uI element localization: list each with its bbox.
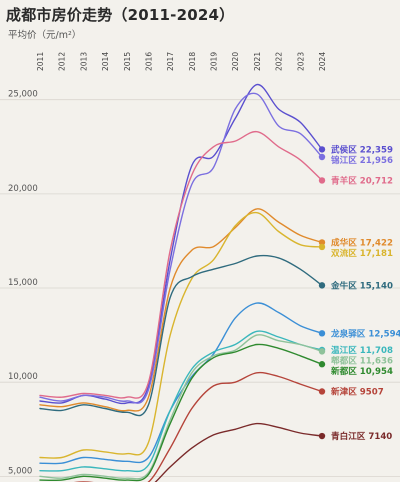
chart-title: 成都市房价走势（2011-2024） [6,6,235,24]
y-tick-label: 5,000 [8,466,32,476]
series-end-marker [318,243,326,251]
series-lines [39,83,323,482]
series-line-10 [73,371,323,482]
x-tick-label: 2015 [123,52,132,71]
series-end-label: 新都区 10,954 [331,365,393,377]
series-end-label: 新津区 9507 [331,385,384,397]
series-end-marker [318,239,326,246]
series-line-0 [39,83,323,405]
x-tick-label: 2017 [166,52,175,71]
x-tick-label: 2019 [210,52,219,71]
y-tick-labels: 5,000 10,000 15,000 20,000 25,000 [8,90,38,477]
series-end-marker [318,153,326,161]
series-line-11 [154,422,323,482]
y-tick-label: 15,000 [8,278,38,288]
x-tick-label: 2024 [318,52,327,71]
x-tick-label: 2022 [275,52,284,71]
x-tick-label: 2011 [36,52,45,71]
series-line-5 [39,254,323,417]
series-end-marker [318,330,326,337]
series-end-label: 龙泉驿区 12,594 [330,327,400,339]
x-tick-label: 2020 [231,52,240,71]
x-tick-label: 2013 [79,52,88,71]
series-line-8 [39,334,323,480]
series-end-label: 郫都区 11,636 [331,355,393,367]
x-tick-labels: 2011 2012 2013 2014 2015 2016 2017 2018 2019 2020… [36,52,327,71]
x-tick-label: 2012 [58,52,67,71]
series-end-label: 温江区 11,708 [331,344,393,356]
series-end-label: 双流区 17,181 [331,247,393,259]
x-tick-label: 2021 [253,52,262,71]
series-end-markers [318,146,326,440]
series-end-marker [318,177,326,184]
y-axis-unit-label: 平均价（元/m²） [8,30,82,41]
series-end-marker [318,282,326,289]
series-line-7 [39,330,323,473]
series-end-label: 武侯区 22,359 [331,143,393,155]
series-line-9 [39,343,323,482]
series-end-label: 青白江区 7140 [331,430,392,442]
series-line-6 [39,302,323,465]
series-end-marker [318,432,326,440]
series-end-marker [318,388,326,395]
y-tick-label: 10,000 [8,372,38,382]
grid-layer [0,99,400,477]
series-end-label: 金牛区 15,140 [330,279,393,291]
series-line-1 [39,92,323,404]
series-end-label: 青羊区 20,712 [331,174,393,186]
x-tick-label: 2016 [144,52,153,71]
series-end-label: 锦江区 21,956 [331,154,393,166]
series-line-4 [39,211,323,459]
x-tick-label: 2023 [296,52,305,71]
series-line-2 [39,130,323,399]
series-end-label: 成华区 17,422 [331,236,393,248]
series-end-marker [318,361,326,368]
y-tick-label: 20,000 [8,184,38,194]
series-line-3 [39,208,323,412]
y-tick-label: 25,000 [8,90,38,100]
x-tick-label: 2014 [101,52,110,71]
series-end-marker [318,348,326,355]
series-end-marker [318,146,326,153]
x-tick-label: 2018 [188,52,197,71]
